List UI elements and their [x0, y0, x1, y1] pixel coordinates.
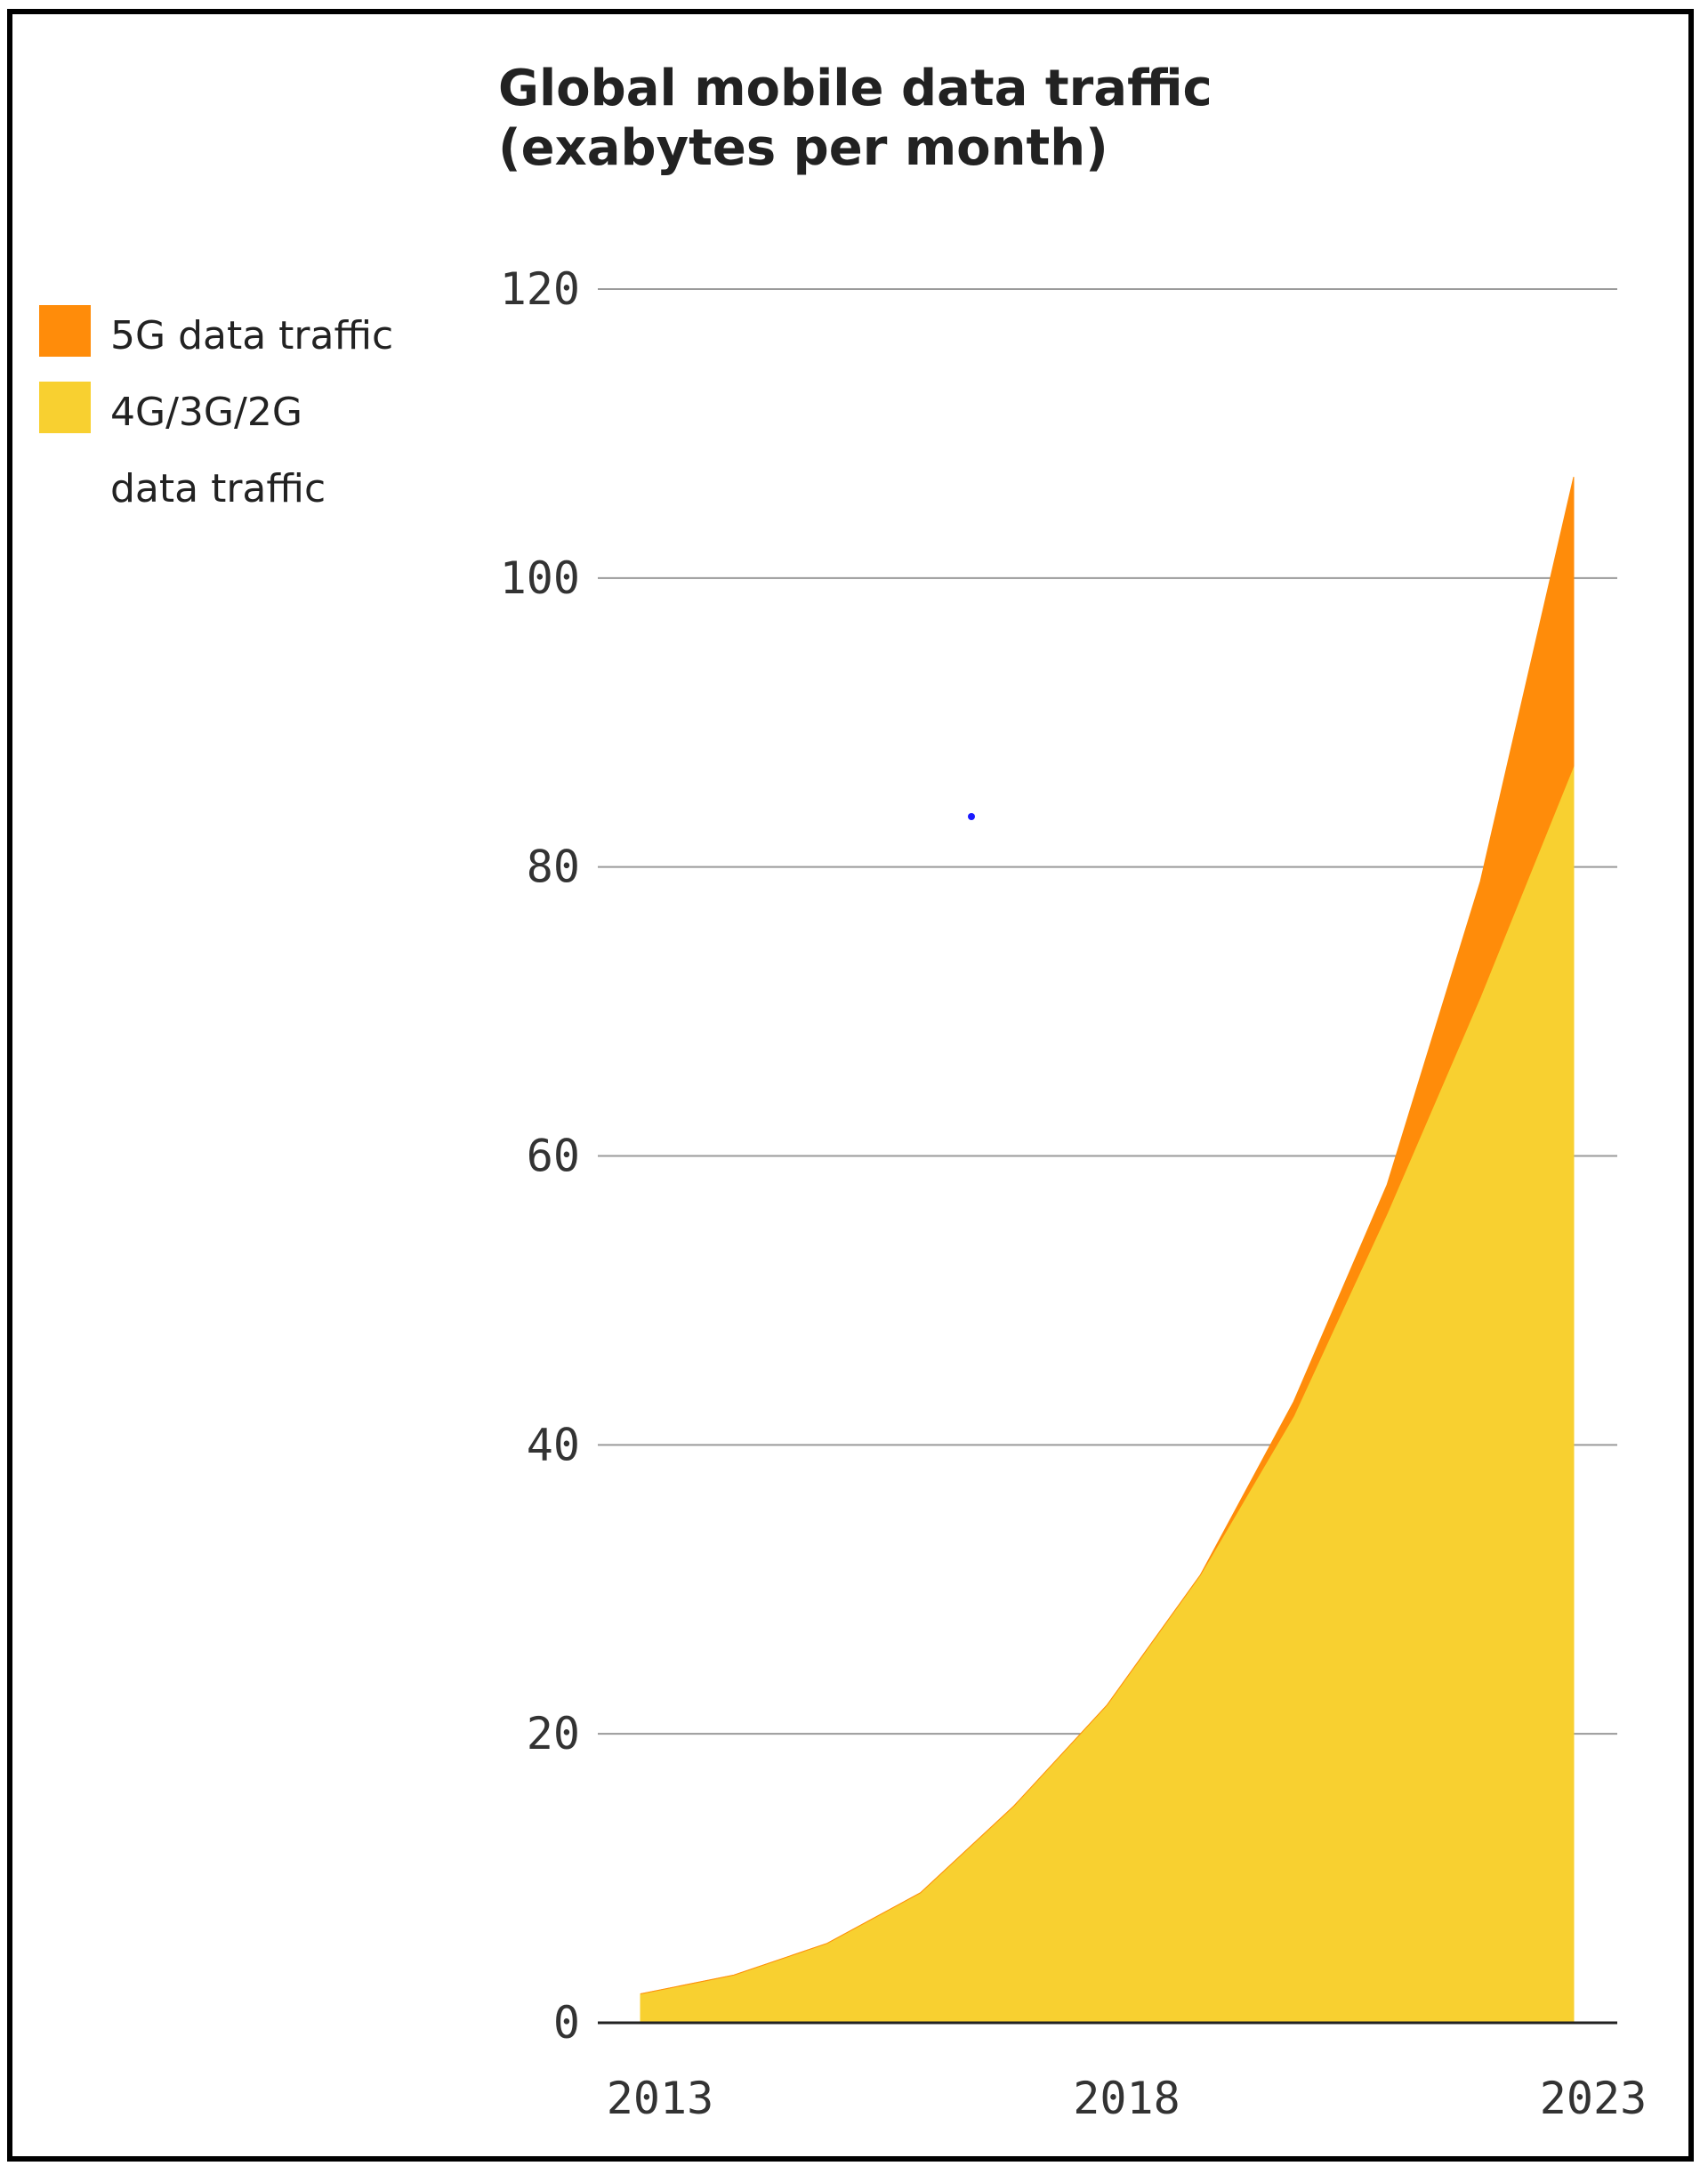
chart-title: Global mobile data traffic [498, 60, 1213, 117]
legend-swatch-5g [39, 305, 91, 357]
y-tick-label: 60 [527, 1131, 580, 1182]
legend-swatch-4g3g2g [39, 382, 91, 433]
chart-subtitle: (exabytes per month) [498, 119, 1108, 178]
area-4g-3g-2g-data-traffic [640, 765, 1575, 2024]
legend-label-4g3g2g: 4G/3G/2G [110, 390, 302, 435]
y-tick-label: 120 [500, 263, 580, 315]
y-tick-label: 0 [553, 1997, 580, 2049]
y-tick-label: 20 [527, 1708, 580, 1759]
y-tick-label: 80 [527, 841, 580, 893]
y-tick-label: 40 [527, 1419, 580, 1470]
blue-dot-marker [968, 813, 975, 820]
x-tick-label: 2018 [1073, 2073, 1180, 2124]
x-axis: 2013 2018 2023 [598, 2021, 1647, 2124]
area-5g-data-traffic [640, 477, 1575, 1995]
y-axis-ticks: 0 20 40 60 80 100 120 [500, 263, 580, 2049]
chart-title-block: Global mobile data traffic (exabytes per… [498, 59, 1213, 178]
legend-label-5g: 5G data traffic [110, 313, 394, 358]
legend-label-4g3g2g-cont: data traffic [110, 466, 326, 511]
x-tick-label: 2013 [607, 2073, 713, 2124]
area-series [640, 477, 1575, 2024]
y-tick-label: 100 [500, 552, 580, 604]
x-tick-label: 2023 [1540, 2073, 1647, 2124]
